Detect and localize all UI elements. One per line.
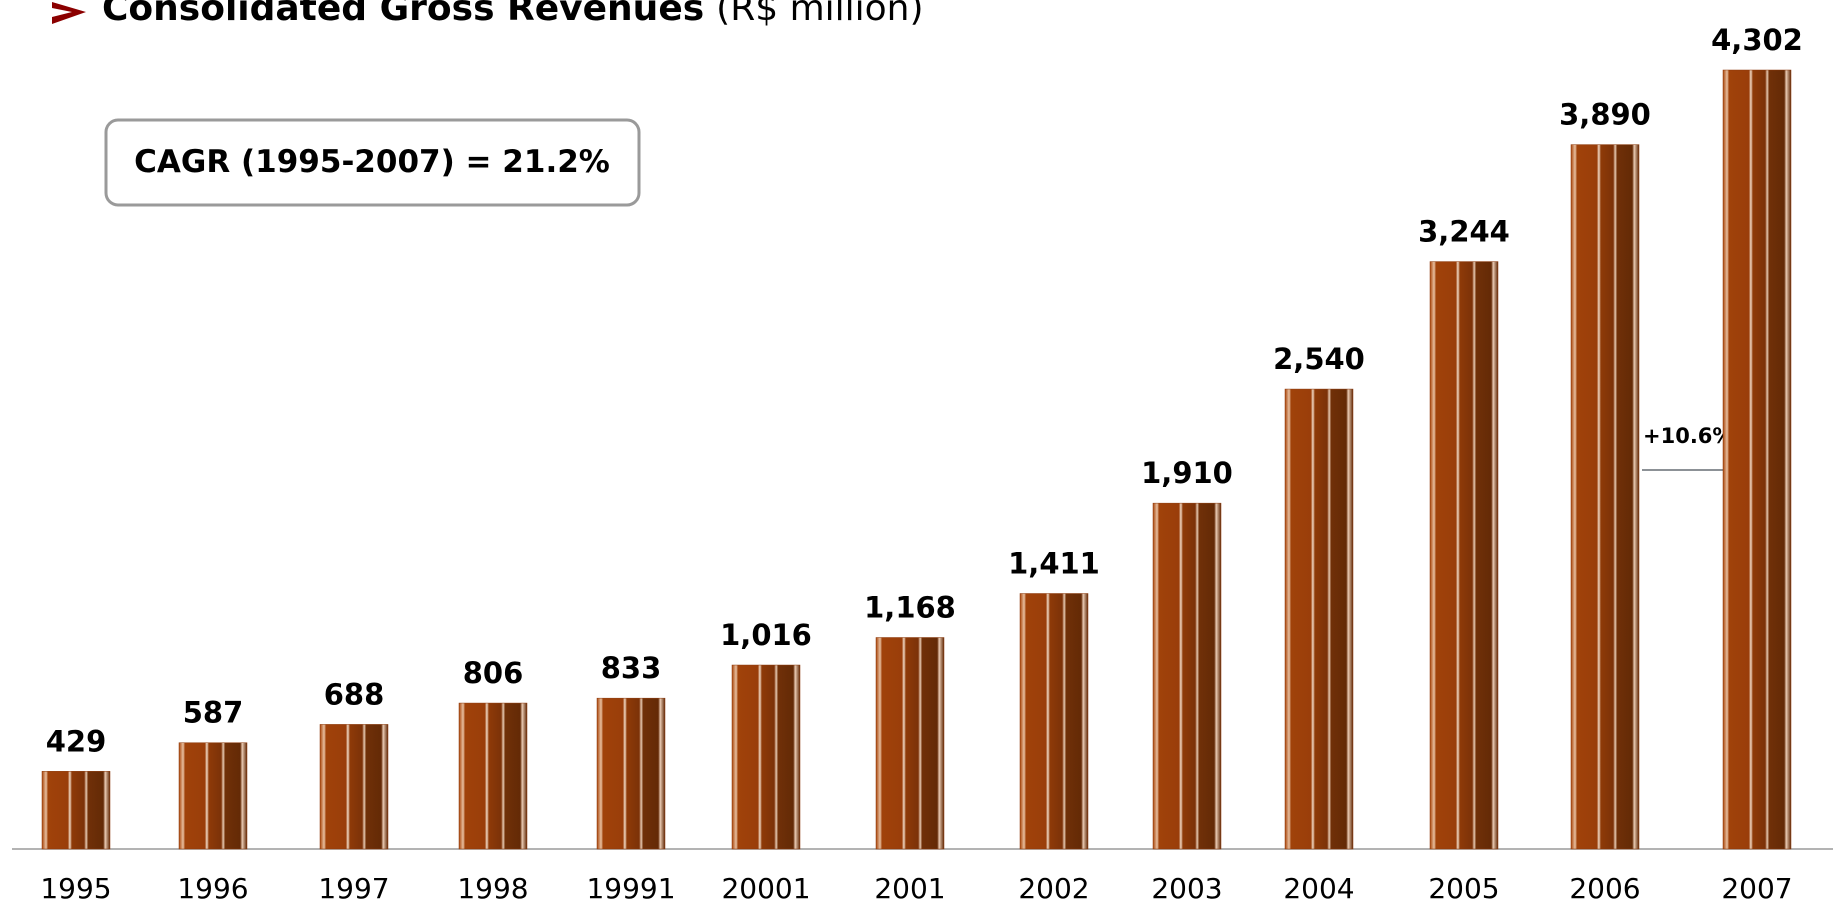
value-label: 688 — [324, 677, 385, 711]
x-tick-label: 1995 — [40, 872, 111, 903]
x-tick-label: 2004 — [1283, 872, 1354, 903]
title-bullet — [52, 2, 86, 24]
x-tick-label: 2007 — [1721, 872, 1792, 903]
x-tick-label: 2002 — [1018, 872, 1089, 903]
x-tick-label: 1998 — [457, 872, 528, 903]
title-unit: (R$ million) — [716, 0, 923, 29]
x-tick-label: 20001 — [721, 872, 810, 903]
value-label: 1,016 — [720, 618, 812, 652]
x-tick-label: 19991 — [586, 872, 675, 903]
bar — [458, 702, 528, 850]
value-label: 429 — [46, 724, 107, 758]
value-label: 587 — [183, 696, 244, 730]
value-label: 2,540 — [1273, 342, 1365, 376]
chart-title: Consolidated Gross Revenues (R$ million) — [102, 0, 924, 29]
bar — [875, 637, 945, 850]
value-label: 1,168 — [864, 591, 956, 625]
x-tick-label: 1996 — [177, 872, 248, 903]
bar — [41, 771, 111, 850]
value-label: 4,302 — [1711, 23, 1803, 57]
cagr-box — [104, 118, 641, 207]
x-tick-label: 2006 — [1569, 872, 1640, 903]
growth-annotation: +10.6% — [1643, 424, 1733, 448]
cagr-annotation: CAGR (1995-2007) = 21.2% — [134, 144, 610, 180]
bar — [1152, 502, 1222, 850]
x-tick-label: 2003 — [1151, 872, 1222, 903]
x-tick-label: 1997 — [318, 872, 389, 903]
x-tick-label: 2001 — [874, 872, 945, 903]
x-tick-label: 2005 — [1428, 872, 1499, 903]
title-text: Consolidated Gross Revenues — [102, 0, 704, 29]
bar — [319, 724, 389, 850]
bar — [1722, 69, 1792, 850]
value-label: 3,890 — [1559, 98, 1651, 132]
bar — [1284, 388, 1354, 850]
value-label: 833 — [601, 651, 662, 685]
value-label: 1,910 — [1141, 456, 1233, 490]
bar — [1570, 144, 1640, 850]
value-label: 806 — [463, 656, 524, 690]
value-label: 3,244 — [1418, 215, 1510, 249]
bar — [596, 697, 666, 850]
bar — [1429, 261, 1499, 850]
value-label: 1,411 — [1008, 546, 1100, 580]
bar — [731, 664, 801, 850]
bar — [1019, 593, 1089, 850]
bar — [178, 742, 248, 850]
